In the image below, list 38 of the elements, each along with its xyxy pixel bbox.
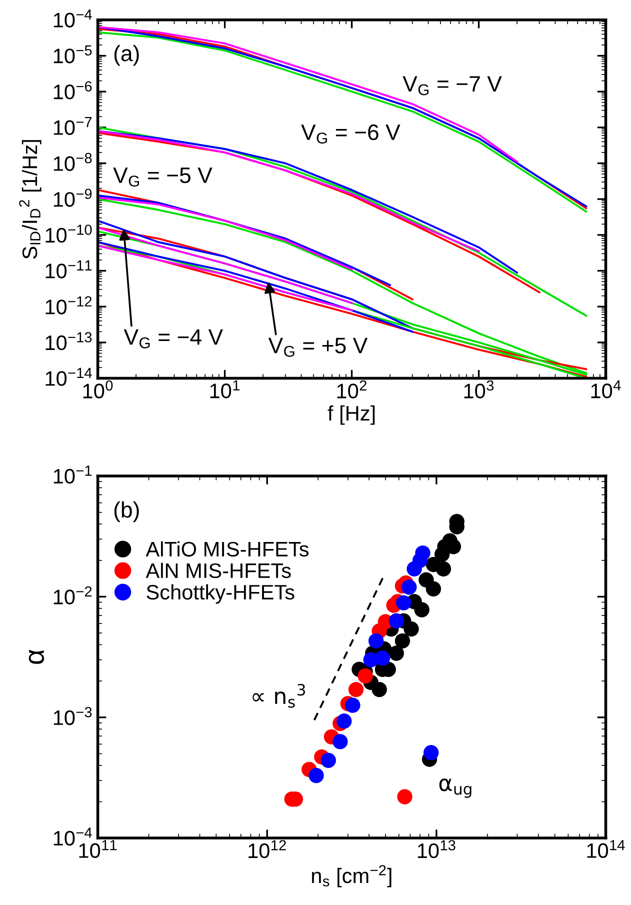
y-tick-label: 10$^{−13}$ bbox=[46, 332, 92, 350]
x-tick-label: 10$^{3}$ bbox=[464, 380, 494, 398]
x-tick-label: 10$^{0}$ bbox=[83, 380, 113, 398]
annotation: V$_{G}$ = −4 V bbox=[124, 329, 223, 348]
annotation: V$_{G}$ = −5 V bbox=[113, 168, 212, 187]
y-tick-label: 10$^{−2}$ bbox=[54, 586, 92, 604]
x-axis-title: f [Hz] bbox=[328, 405, 375, 425]
x-tick-label: 10$^{4}$ bbox=[591, 380, 621, 398]
x-tick-label: 10$^{2}$ bbox=[337, 380, 366, 398]
x-tick-label: 10$^{1}$ bbox=[210, 380, 240, 398]
y-tick-label: 10$^{−10}$ bbox=[46, 224, 92, 243]
annotation: ∝ n$_{s}$$^{3}$ bbox=[252, 684, 305, 708]
legend-label: Schottky-HFETs bbox=[146, 584, 294, 604]
x-tick-label: 10$^{13}$ bbox=[418, 840, 456, 858]
x-tick-label: 10$^{12}$ bbox=[248, 840, 286, 858]
annotation: V$_{G}$ = −7 V bbox=[402, 76, 502, 96]
y-tick-label: 10$^{−4}$ bbox=[54, 10, 92, 28]
y-tick-label: 10$^{−3}$ bbox=[54, 706, 92, 726]
y-tick-label: 10$^{−5}$ bbox=[54, 45, 92, 64]
annotation: V$_{G}$ = +5 V bbox=[268, 338, 368, 357]
legend-label: AlTiO MIS-HFETs bbox=[146, 541, 309, 557]
text: (a) bbox=[114, 44, 139, 66]
y-tick-label: 10$^{−9}$ bbox=[54, 188, 92, 207]
annotation: α$_{ug}$ bbox=[439, 778, 472, 798]
x-tick-label: 10$^{11}$ bbox=[79, 840, 117, 858]
text: (b) bbox=[114, 501, 139, 522]
y-tick-label: 10$^{−8}$ bbox=[54, 152, 92, 171]
y-tick-label: 10$^{−1}$ bbox=[54, 466, 92, 484]
y-tick-label: 10$^{−11}$ bbox=[46, 260, 92, 278]
x-axis-title: n$_{s}$ [cm$^{−2}$] bbox=[312, 865, 392, 888]
y-axis-title: S$_{ID}$/I$_{D}$$^{2}$ [1/Hz] bbox=[19, 140, 42, 259]
y-axis-title: α bbox=[28, 650, 44, 664]
y-tick-label: 10$^{−6}$ bbox=[54, 81, 92, 100]
legend-label: AlN MIS-HFETs bbox=[146, 562, 291, 578]
y-tick-label: 10$^{−12}$ bbox=[46, 296, 92, 314]
annotation: V$_{G}$ = −6 V bbox=[301, 124, 400, 144]
y-tick-label: 10$^{−7}$ bbox=[54, 117, 92, 135]
x-tick-label: 10$^{14}$ bbox=[587, 840, 625, 858]
